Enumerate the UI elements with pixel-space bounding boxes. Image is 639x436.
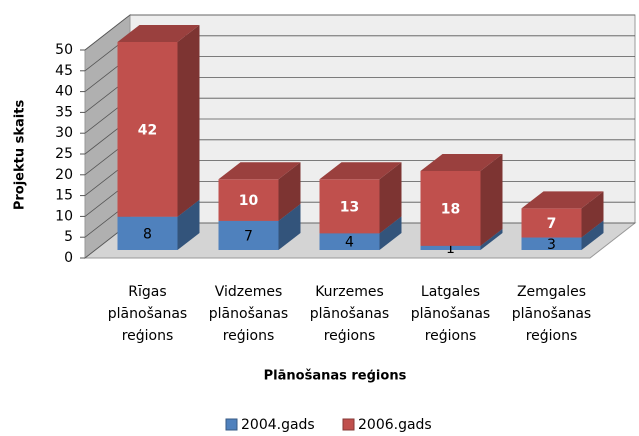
bar-side xyxy=(379,162,402,234)
bar-top xyxy=(319,162,402,180)
bar-side xyxy=(379,216,402,250)
legend-label: 2006.gads xyxy=(358,417,432,433)
data-label: 1 xyxy=(446,241,455,257)
bar-front xyxy=(319,179,380,234)
y-tick-label: 30 xyxy=(55,125,73,141)
y-tick-label: 5 xyxy=(64,229,73,245)
y-tick-label: 20 xyxy=(55,167,73,183)
bar-front xyxy=(117,216,178,250)
bar-side xyxy=(480,228,503,250)
y-tick-label: 35 xyxy=(55,104,73,120)
data-label: 7 xyxy=(547,216,557,232)
data-label: 18 xyxy=(441,201,460,217)
x-axis-label: Plānošanas reģions xyxy=(264,369,407,384)
bar-front xyxy=(521,208,582,238)
y-tick-label: 10 xyxy=(55,208,73,224)
data-label: 42 xyxy=(138,122,157,138)
y-axis-label: Projektu skaits xyxy=(13,100,28,211)
x-tick-label: Zemgales plānošanas reģions xyxy=(512,284,591,344)
x-tick-label: Latgales plānošanas reģions xyxy=(411,284,490,344)
bar-top xyxy=(218,162,301,180)
legend-swatch xyxy=(225,418,238,431)
legend-label: 2004.gads xyxy=(241,417,315,433)
bar-side xyxy=(581,191,604,238)
y-tick-label: 50 xyxy=(55,42,73,58)
x-tick-label: Kurzemes plānošanas reģions xyxy=(310,284,389,344)
bar-side xyxy=(177,199,200,250)
y-tick-label: 25 xyxy=(55,146,73,162)
bar-side xyxy=(278,162,301,221)
bar-front xyxy=(420,245,481,250)
data-label: 4 xyxy=(345,235,354,251)
bar-side xyxy=(480,153,503,246)
data-label: 3 xyxy=(547,237,556,253)
bar-top xyxy=(521,191,604,209)
data-label: 13 xyxy=(340,199,359,215)
data-label: 10 xyxy=(239,193,259,209)
data-label: 7 xyxy=(244,228,253,244)
y-tick-label: 0 xyxy=(64,250,73,266)
y-tick-label: 15 xyxy=(55,188,73,204)
legend-swatch xyxy=(342,418,355,431)
bar-front xyxy=(117,42,178,217)
bar-front xyxy=(218,220,279,250)
x-tick-label: Vidzemes plānošanas reģions xyxy=(209,284,288,344)
bar-front xyxy=(420,170,481,246)
bar-front xyxy=(521,237,582,250)
bar-side xyxy=(581,220,604,250)
y-tick-label: 40 xyxy=(55,84,73,100)
bar-front xyxy=(218,179,279,221)
y-tick-label: 45 xyxy=(55,63,73,79)
data-label: 8 xyxy=(143,226,152,242)
grid-line xyxy=(84,14,635,51)
bar-side xyxy=(278,203,301,250)
bar-top xyxy=(117,25,200,42)
bar-side xyxy=(177,25,200,217)
x-tick-label: Rīgas plānošanas reģions xyxy=(108,284,187,344)
bar-top xyxy=(420,153,503,171)
bar-front xyxy=(319,233,380,250)
